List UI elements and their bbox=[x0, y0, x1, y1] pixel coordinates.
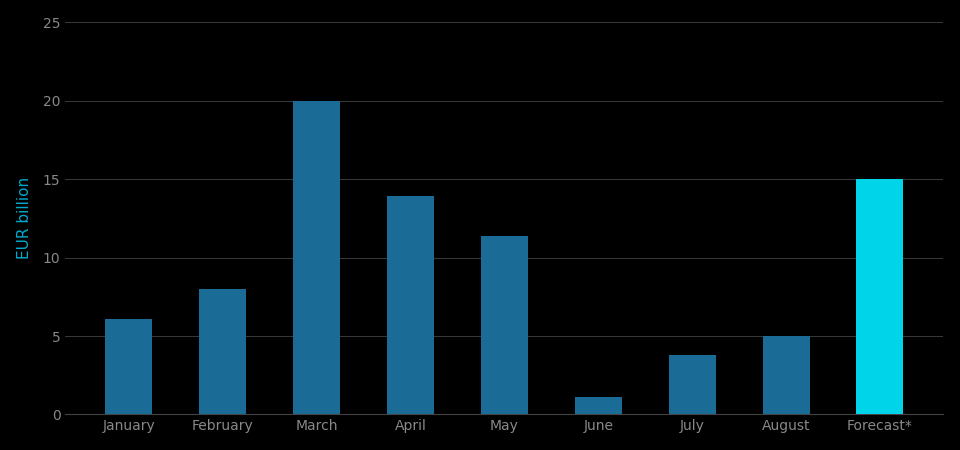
Bar bbox=[669, 355, 715, 414]
Bar bbox=[387, 196, 434, 414]
Bar bbox=[199, 289, 246, 414]
Bar bbox=[856, 179, 903, 414]
Bar bbox=[762, 336, 809, 414]
Bar bbox=[575, 397, 622, 414]
Bar bbox=[481, 236, 528, 414]
Bar bbox=[106, 319, 152, 414]
Y-axis label: EUR billion: EUR billion bbox=[16, 177, 32, 259]
Bar bbox=[293, 101, 340, 414]
